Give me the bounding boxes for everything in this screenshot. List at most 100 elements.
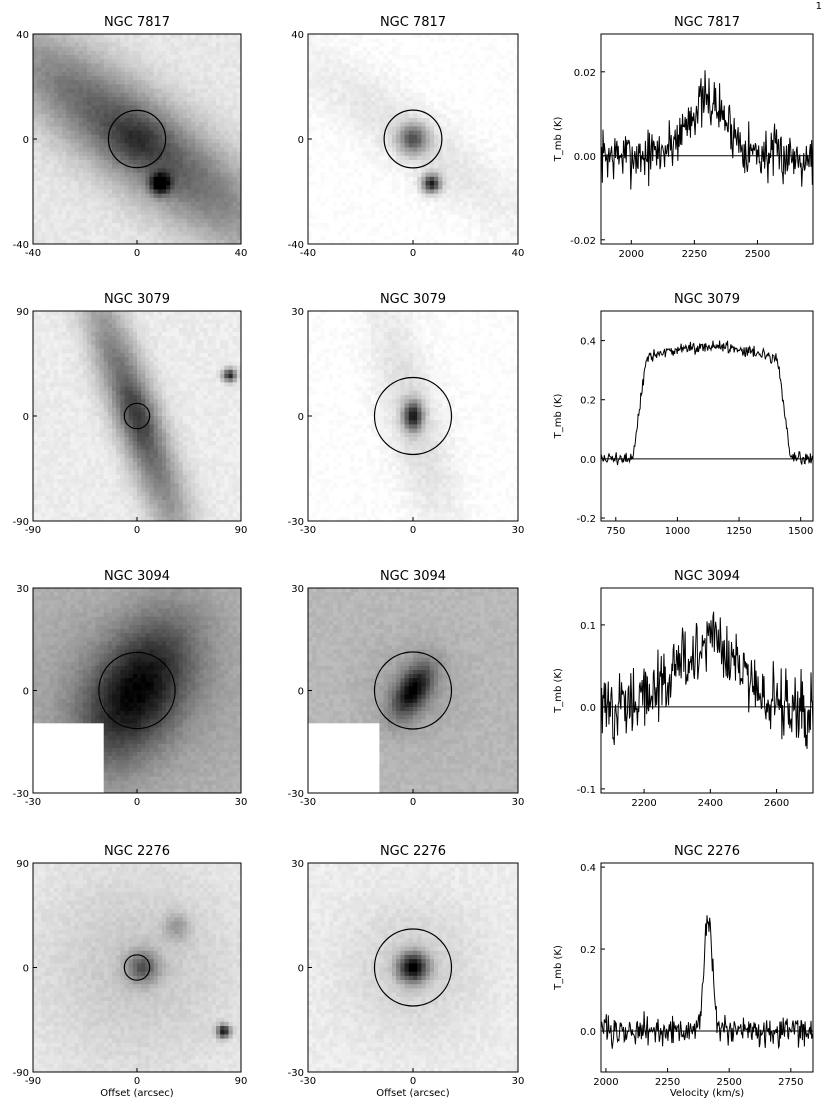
spectrum-line (601, 611, 813, 749)
image-pixels (308, 34, 519, 245)
image-pixels (308, 311, 519, 522)
x-tick-label: 40 (235, 248, 248, 259)
x-tick-label: 2500 (745, 249, 770, 260)
panel-r3-c2: NGC 3094 -30 0 30 -30 0 30 (288, 569, 525, 808)
beam-circle (123, 954, 151, 981)
panel-r3-c3: NGC 3094 2200 2400 2600 -0.1 0.0 0.1 T_mb (K) (553, 569, 814, 809)
x-tick-label: 0 (134, 248, 140, 259)
y-tick-label: 90 (16, 859, 29, 870)
panel-r3-c1: NGC 3094 -30 0 30 -30 0 30 (13, 569, 248, 808)
x-tick-label: 0 (410, 1076, 416, 1087)
y-tick-label: 0.0 (580, 1027, 596, 1038)
y-tick-label: 0 (23, 964, 29, 975)
x-tick-label: 2000 (619, 249, 644, 260)
y-axis-label: T_mb (K) (553, 394, 564, 440)
x-tick-label: 40 (512, 248, 525, 259)
image-pixels (308, 863, 519, 1073)
y-tick-label: 0 (23, 135, 29, 146)
image-pixels (33, 34, 242, 245)
panel-r1-c1: NGC 7817 -40 0 40 -40 0 40 (13, 15, 248, 259)
x-tick-label: -30 (25, 797, 41, 808)
x-tick-label: 1500 (788, 526, 813, 537)
panel-title: NGC 2276 (674, 844, 740, 859)
y-tick-label: 90 (16, 307, 29, 318)
y-tick-label: 0 (298, 135, 304, 146)
x-tick-label: 0 (134, 1076, 140, 1087)
y-tick-label: 0.0 (580, 455, 596, 466)
y-tick-label: 0.02 (574, 68, 596, 79)
x-tick-label: 0 (134, 525, 140, 536)
spectrum-line (601, 340, 813, 466)
beam-circle (123, 402, 151, 430)
y-tick-label: 0.2 (580, 945, 596, 956)
panel-title: NGC 7817 (380, 15, 446, 30)
y-tick-label: -40 (288, 240, 304, 251)
x-tick-label: 2200 (631, 798, 656, 809)
y-tick-label: 40 (16, 30, 29, 41)
y-tick-label: 0 (298, 412, 304, 423)
y-tick-label: 0 (23, 412, 29, 423)
panel-frame (600, 310, 814, 522)
x-tick-label: 90 (235, 525, 248, 536)
y-tick-label: 30 (291, 859, 304, 870)
beam-circle (373, 376, 453, 456)
x-tick-label: -90 (25, 1076, 41, 1087)
y-tick-label: -30 (288, 789, 304, 800)
x-tick-label: 0 (134, 797, 140, 808)
y-tick-label: -0.1 (576, 785, 596, 796)
panel-r4-c1: NGC 2276 -90 0 90 -90 0 90 Offset (arcsec) (13, 844, 248, 1099)
y-tick-label: 0 (298, 964, 304, 975)
x-axis-label: Offset (arcsec) (376, 1088, 450, 1099)
x-tick-label: 2250 (655, 1077, 680, 1088)
y-tick-label: -30 (288, 1068, 304, 1079)
beam-circle (373, 928, 453, 1007)
x-tick-label: 1000 (665, 526, 690, 537)
x-tick-label: -90 (25, 525, 41, 536)
x-tick-label: 0 (410, 525, 416, 536)
y-axis-label: T_mb (K) (553, 117, 564, 163)
panel-title: NGC 2276 (104, 844, 170, 859)
x-tick-label: 30 (512, 525, 525, 536)
x-tick-label: 30 (512, 797, 525, 808)
x-tick-label: -30 (300, 1076, 316, 1087)
x-tick-label: 0 (410, 248, 416, 259)
y-tick-label: 0.4 (580, 863, 596, 874)
y-tick-label: -90 (13, 517, 29, 528)
x-axis-label: Velocity (km/s) (670, 1088, 744, 1099)
x-tick-label: 2400 (698, 798, 723, 809)
image-pixels (33, 863, 242, 1073)
x-tick-label: 750 (606, 526, 625, 537)
panel-title: NGC 2276 (380, 844, 446, 859)
x-tick-label: 2500 (716, 1077, 741, 1088)
x-tick-label: 30 (512, 1076, 525, 1087)
x-tick-label: 2750 (778, 1077, 803, 1088)
y-tick-label: -30 (288, 517, 304, 528)
x-tick-label: 1250 (726, 526, 751, 537)
panel-title: NGC 7817 (674, 15, 740, 30)
spectrum-line (601, 70, 813, 190)
beam-circle (107, 109, 167, 169)
panel-frame (600, 862, 814, 1073)
panel-r2-c3: NGC 3079 750 1000 1250 1500 -0.2 0.0 0.2 0.4 T_mb… (553, 292, 814, 537)
panel-frame (600, 33, 814, 245)
y-tick-label: 0.4 (580, 337, 596, 348)
panel-grid: NGC 7817 -40 0 40 -40 0 40 NGC 7817 -40 0 40 -40 0 40… (13, 15, 814, 1099)
panel-title: NGC 3094 (380, 569, 446, 584)
panel-frame (600, 587, 814, 794)
y-tick-label: 30 (291, 307, 304, 318)
panel-title: NGC 3079 (674, 292, 740, 307)
x-tick-label: -40 (25, 248, 41, 259)
y-tick-label: -0.2 (576, 514, 596, 525)
image-pixels (33, 588, 242, 794)
y-tick-label: -40 (13, 240, 29, 251)
panel-r4-c3: NGC 2276 2000 2250 2500 2750 0.0 0.2 0.4 T_mb (K… (553, 844, 814, 1099)
y-tick-label: 0 (23, 687, 29, 698)
y-tick-label: 30 (291, 584, 304, 595)
y-tick-label: -0.02 (570, 236, 596, 247)
panel-title: NGC 3094 (674, 569, 740, 584)
x-tick-label: 2250 (682, 249, 707, 260)
panel-r4-c2: NGC 2276 -30 0 30 -30 0 30 Offset (arcsec) (288, 844, 525, 1099)
panel-r2-c1: NGC 3079 -90 0 90 -90 0 90 (13, 292, 248, 536)
y-tick-label: -30 (13, 789, 29, 800)
x-tick-label: 2000 (593, 1077, 618, 1088)
